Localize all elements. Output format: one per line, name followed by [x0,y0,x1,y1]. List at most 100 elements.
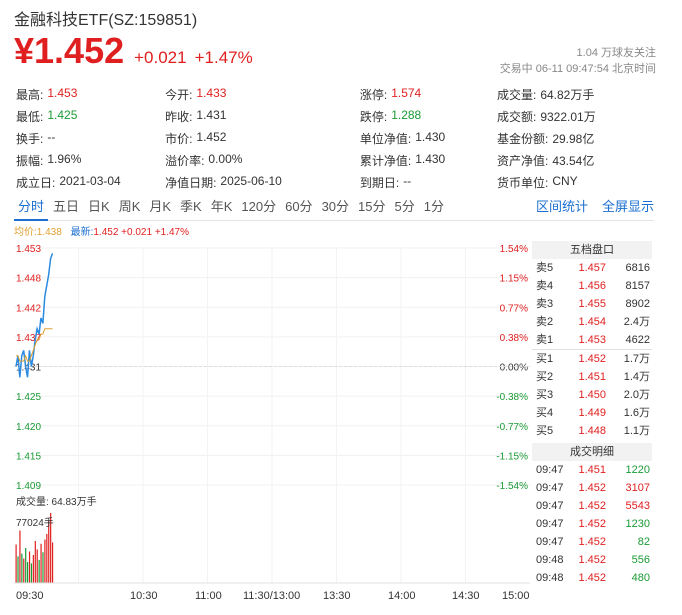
order-book-level: 买5 [536,425,554,437]
y-tick-label: 1.425 [16,392,41,403]
stats-row: 振幅: 1.96% 溢价率: 0.00% 累计净值: 1.430 资产净值: 43.54亿 [16,149,656,171]
stat-label: 成交额: [496,109,537,124]
pct-tick-label: 0.77% [500,303,528,314]
y-tick-label: 1.448 [16,274,41,285]
x-tick-label: 14:00 [388,590,416,602]
tab-5[interactable]: 季K [180,198,202,214]
stat-label: 涨停: [359,87,388,102]
tab-7[interactable]: 120分 [241,198,277,214]
trade-details-title: 成交明细 [532,443,652,461]
tab-4[interactable]: 月K [149,198,172,214]
tab-10[interactable]: 15分 [358,198,386,214]
stat-cell: 成立日: 2021-03-04 [16,174,165,191]
order-book-price: 1.454 [578,316,606,328]
stat-cell: 跌停: 1.288 [360,108,497,125]
order-book-level: 买3 [536,389,554,401]
order-book-row: 卖2 1.454 2.4万 [532,313,652,331]
avg-line [16,328,53,362]
order-book-volume: 2.4万 [623,316,650,328]
y-tick-label: 1.453 [16,244,41,255]
tab-2[interactable]: 日K [88,198,110,214]
fullscreen-link[interactable]: 全屏显示 [601,199,654,214]
order-book-level: 卖2 [536,316,554,328]
stat-cell: 净值日期: 2025-06-10 [165,174,360,191]
stat-cell: 资产净值: 43.54亿 [497,152,656,169]
stat-cell: 基金份额: 29.98亿 [497,130,656,147]
stat-value: 2025-06-10 [220,173,282,188]
trade-volume: 82 [637,536,650,548]
order-book-row: 买5 1.448 1.1万 [532,422,652,440]
x-tick-label: 11:00 [195,590,222,602]
stat-value: 1.430 [415,129,446,144]
trade-price: 1.452 [578,554,606,566]
x-tick-label: 11:30/13:00 [243,590,301,602]
stat-value: 1.431 [196,107,227,122]
volume-max: 77024手 [16,518,54,529]
trade-row: 09:48 1.452 556 [532,551,652,569]
pct-tick-label: 1.15% [500,274,528,285]
stat-cell: 涨停: 1.574 [360,86,497,103]
stat-label: 最低: [16,109,44,124]
volume-bar [38,559,40,583]
trade-row: 09:47 1.452 82 [532,533,652,551]
trade-volume: 3107 [625,482,650,494]
order-book-price: 1.452 [578,353,606,365]
order-book-row: 卖3 1.455 8902 [532,295,652,313]
pct-tick-label: -0.38% [496,392,528,403]
tab-1[interactable]: 五日 [53,198,80,214]
y-tick-label: 1.420 [16,422,41,433]
x-tick-label: 10:30 [130,590,158,602]
stat-cell: 市价: 1.452 [165,130,360,147]
order-book-volume: 4622 [625,334,650,346]
stat-value: 1.430 [415,151,446,166]
trading-status: 交易中 06-11 09:47:54 北京时间 [499,63,656,75]
y-tick-label: 1.442 [16,303,41,314]
trade-time: 09:48 [536,572,564,584]
volume-bar [34,541,36,583]
stat-value: 9322.01万 [540,109,596,124]
y-tick-label: 1.437 [16,333,41,344]
stat-label: 换手: [16,131,44,146]
book-divider [532,349,652,350]
stat-cell: 货币单位: CNY [497,174,656,191]
trade-time: 09:47 [536,536,564,548]
stat-label: 成立日: [16,175,56,190]
trade-price: 1.452 [578,518,606,530]
tab-11[interactable]: 5分 [394,198,415,214]
intraday-chart[interactable]: 1.453 1.54% 1.448 1.15% 1.442 0.77% 1.437 0.38%… [14,238,530,590]
tab-6[interactable]: 年K [210,198,233,214]
order-book-volume: 1.7万 [623,353,650,365]
volume-bar [51,542,54,583]
stat-cell: 成交量: 64.82万手 [497,86,656,103]
last-price-label: 最新:1.452 +0.021 +1.47% [71,227,189,238]
order-book-level: 卖4 [536,280,554,292]
tab-3[interactable]: 周K [118,198,141,214]
volume-bar [32,555,34,583]
follower-count[interactable]: 1.04 万球友关注 [576,47,656,59]
volume-bar [42,552,44,583]
order-book-price: 1.448 [578,425,606,437]
order-book-price: 1.456 [578,280,606,292]
order-book-price: 1.453 [578,334,606,346]
stat-label: 净值日期: [165,175,217,190]
volume-bar [46,534,48,583]
tab-0[interactable]: 分时 [14,197,49,221]
trade-time: 09:48 [536,554,564,566]
tab-8[interactable]: 60分 [285,198,313,214]
price-change: +0.021 [134,48,187,67]
tab-12[interactable]: 1分 [423,198,444,214]
order-book-title: 五档盘口 [532,241,652,259]
stat-value: -- [47,129,56,144]
stat-value: 1.574 [391,85,422,100]
volume-bar [27,562,29,583]
tab-9[interactable]: 30分 [321,198,350,214]
stats-row: 最低: 1.425 昨收: 1.431 跌停: 1.288 成交额: 9322.01万 [16,105,656,127]
stat-value: 43.54亿 [552,153,595,168]
stat-value: 1.288 [391,107,422,122]
volume-bar [25,548,27,583]
trade-row: 09:47 1.452 3107 [532,479,652,497]
stat-cell: 今开: 1.433 [165,86,360,103]
trade-volume: 480 [631,572,650,584]
range-stats-link[interactable]: 区间统计 [535,199,588,214]
volume-bar [30,563,33,583]
